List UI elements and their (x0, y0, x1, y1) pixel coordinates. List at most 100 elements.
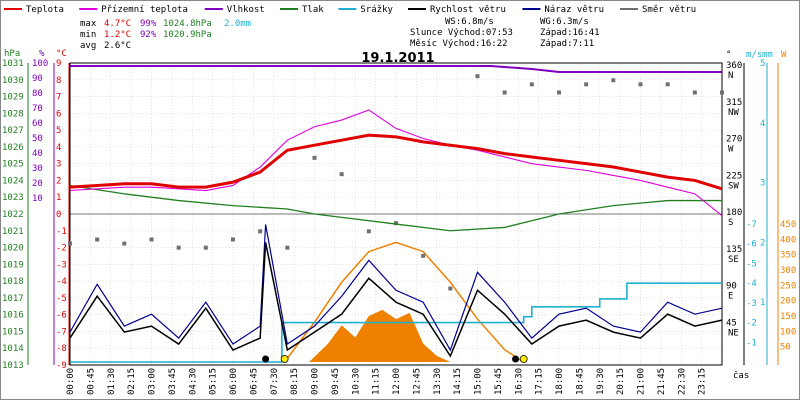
pct-tick: 30 (32, 164, 43, 174)
stats-max-rain: 2.0mm (224, 19, 251, 29)
legend-label: Tlak (302, 5, 324, 15)
moon-set: Západ:7:11 (540, 39, 594, 49)
w-tick: 300 (780, 266, 796, 276)
x-tick-label: 00:00 (66, 368, 76, 395)
stats-min-temp: 1.2°C (104, 30, 131, 40)
pct-tick: 40 (32, 149, 43, 159)
x-tick-label: 03:45 (168, 368, 178, 395)
dir-tick: 45 (726, 318, 737, 328)
dir-title: ° (726, 50, 731, 60)
pct-tick: 50 (32, 134, 43, 144)
humidity-line (70, 65, 722, 73)
temperature-line (69, 133, 723, 191)
wind-speed-line (69, 242, 723, 358)
dir-tick: 360 (726, 61, 742, 71)
legend-label: Náraz větru (544, 5, 604, 15)
hpa-tick: 1018 (2, 277, 24, 287)
pct-title: % (39, 49, 45, 59)
mm-tick: -1 (746, 338, 757, 348)
w-tick: 250 (780, 281, 796, 291)
wind-direction-dot (584, 82, 589, 87)
dir-tick-label: SW (728, 181, 739, 191)
wind-direction-dot (312, 155, 317, 160)
wind-direction-dot (611, 78, 616, 83)
ms-tick: 5 (760, 59, 765, 69)
degc-tick: 3 (56, 160, 61, 170)
pct-tick: 60 (32, 119, 43, 129)
wind-direction-dot (149, 237, 154, 242)
degc-tick: 6 (56, 109, 61, 119)
mm-tick: -4 (746, 279, 757, 289)
w-tick: 200 (780, 297, 796, 307)
x-tick-label: 11:15 (372, 368, 382, 395)
wind-direction-dot (95, 237, 100, 242)
mm-title: mm (762, 50, 773, 60)
dir-tick: 135 (726, 245, 742, 255)
legend-label: Vlhkost (227, 5, 265, 15)
wind-direction-dot (285, 245, 290, 250)
stats-avg-label: avg (80, 41, 96, 51)
hpa-tick: 1025 (2, 160, 24, 170)
x-tick-label: 15:45 (494, 368, 504, 395)
x-tick-label: 10:30 (351, 368, 361, 395)
degc-tick: 0 (56, 210, 61, 220)
hpa-tick: 1014 (2, 344, 24, 354)
solar-curve (284, 241, 525, 363)
hpa-tick: 1015 (2, 327, 24, 337)
degc-tick: 8 (56, 76, 61, 86)
moonset-marker (262, 355, 270, 363)
x-tick-label: 13:30 (433, 368, 443, 395)
degc-tick: 1 (56, 193, 61, 203)
x-tick-label: 04:30 (188, 368, 198, 395)
hpa-tick: 1021 (2, 227, 24, 237)
stats-min-hum: 92% (140, 30, 157, 40)
dir-tick-label: NW (728, 108, 739, 118)
wind-direction-dot (339, 172, 344, 177)
w-tick: 350 (780, 251, 796, 261)
dir-tick-label: SE (728, 255, 739, 265)
x-tick-label: 21:45 (657, 368, 667, 395)
hpa-tick: 1028 (2, 109, 24, 119)
stats-max-hum: 99% (140, 19, 157, 29)
stats-min-press: 1020.9hPa (163, 30, 212, 40)
sunrise-marker (280, 355, 289, 363)
sun-rise: Slunce Východ:07:53 (410, 28, 513, 38)
wind-direction-dot (258, 229, 263, 234)
x-tick-label: 17:15 (535, 368, 545, 395)
mm-tick: -5 (746, 259, 757, 269)
hpa-tick: 1016 (2, 311, 24, 321)
degc-tick: 4 (56, 143, 61, 153)
mm-tick: -6 (746, 240, 757, 250)
hpa-tick: 1027 (2, 126, 24, 136)
x-tick-label: 08:15 (290, 368, 300, 395)
x-tick-label: 18:00 (555, 368, 565, 395)
degc-tick: 7 (56, 93, 61, 103)
degc-tick: -3 (56, 260, 67, 270)
w-tick: 400 (780, 235, 796, 245)
x-tick-label: 06:00 (229, 368, 239, 395)
moonrise-marker (512, 355, 520, 363)
wind-direction-dot (720, 90, 724, 95)
dir-tick-label: N (728, 71, 733, 81)
degc-tick: 2 (56, 176, 61, 186)
wind-direction-dot (394, 221, 398, 226)
mm-tick: -3 (746, 299, 757, 309)
hpa-tick: 1030 (2, 76, 24, 86)
time-label: čas (733, 370, 749, 381)
stats-avg-temp: 2.6°C (104, 41, 131, 51)
wind-direction-dot (122, 241, 127, 246)
sunset-marker (519, 355, 528, 363)
x-tick-label: 09:45 (331, 368, 341, 395)
hpa-title: hPa (4, 49, 20, 59)
x-tick-label: 14:15 (453, 368, 463, 395)
ms-tick: 2 (760, 238, 765, 248)
degc-tick: -5 (56, 294, 67, 304)
legend-label: Teplota (26, 5, 64, 15)
wind-direction-dot (448, 286, 453, 291)
x-tick-label: 12:00 (392, 368, 402, 395)
wind-direction-dot (529, 82, 534, 87)
rain-line (70, 282, 722, 363)
degc-tick: -9 (56, 361, 67, 371)
